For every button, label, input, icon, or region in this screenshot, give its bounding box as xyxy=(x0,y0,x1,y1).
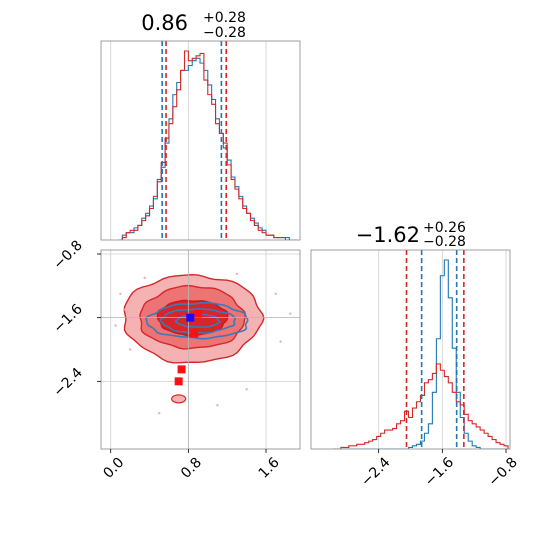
x-tick-label: 0.8 xyxy=(178,455,205,482)
x-tick-label: −2.4 xyxy=(358,454,393,489)
x-ticks-bottom-right: −2.4 −1.6 −0.8 xyxy=(358,449,521,490)
x-tick-label: 1.6 xyxy=(256,455,283,482)
y-tick-label: −0.8 xyxy=(50,237,85,272)
scatter-point xyxy=(245,388,248,391)
x-tick-label: −1.6 xyxy=(422,454,457,489)
hist-step-br-0 xyxy=(332,259,509,449)
hist-series-tl xyxy=(118,50,298,240)
x-tick-label: −0.8 xyxy=(486,454,521,489)
x-ticks-bottom-left: 0.0 0.8 1.6 xyxy=(100,449,283,482)
title-plus-br: +0.26 xyxy=(423,220,466,236)
red-square-marker xyxy=(194,309,203,318)
y-tick-label: −2.4 xyxy=(50,365,85,400)
axes-frame-bottom-left xyxy=(100,249,301,450)
contours-bl xyxy=(101,250,300,449)
x-tick-label: 0.0 xyxy=(100,455,127,482)
histogram-panel-bottom-right: −2.4 −1.6 −0.8 −1.62 +0.26 −0.28 xyxy=(310,220,521,490)
blue-contour-level xyxy=(174,313,221,328)
blue-contour-level xyxy=(159,307,237,334)
title-plus-tl: +0.28 xyxy=(203,10,246,26)
scatter-point xyxy=(128,348,132,351)
quantile-lines-tl xyxy=(161,41,228,240)
scatter-point xyxy=(119,292,122,295)
scatter-point xyxy=(274,292,277,295)
axes-frame-bottom-right xyxy=(310,249,511,450)
scatter-point xyxy=(235,272,239,276)
scatter-point xyxy=(289,312,292,315)
title-value-tl: 0.86 xyxy=(141,11,188,35)
hist-series-br xyxy=(332,259,509,449)
red-square-marker xyxy=(190,329,199,338)
scatter-point xyxy=(158,411,161,415)
scatter-point xyxy=(216,404,219,407)
red-square-marker xyxy=(177,365,186,374)
red-outlier-blob xyxy=(171,394,187,404)
scatter-point xyxy=(279,340,282,343)
scatter-point xyxy=(143,276,146,280)
histogram-panel-top-left: 0.86 +0.28 −0.28 xyxy=(100,10,301,241)
y-tick-label: −1.6 xyxy=(50,301,85,336)
blue-square-marker xyxy=(186,313,195,322)
grid-top-left xyxy=(110,41,267,240)
blue-contour-level xyxy=(145,301,249,340)
scatter-point xyxy=(124,308,127,311)
title-value-br: −1.62 xyxy=(356,223,420,247)
scatter-point xyxy=(114,324,117,327)
quantile-lines-br xyxy=(405,250,465,449)
y-ticks-bottom-left: −0.8 −1.6 −2.4 xyxy=(50,237,101,400)
title-minus-br: −0.28 xyxy=(423,234,466,250)
hist-step-br-1 xyxy=(332,363,509,449)
red-square-marker xyxy=(174,377,183,386)
axes-frame-top-left xyxy=(100,40,301,241)
title-minus-tl: −0.28 xyxy=(203,25,246,41)
panel-title-top-left: 0.86 xyxy=(141,11,188,35)
contour-panel-bottom-left: 0.0 0.8 1.6 −0.8 −1.6 −2.4 xyxy=(50,237,301,482)
grid-bottom-right xyxy=(378,250,507,449)
hist-step-tl-1 xyxy=(118,50,298,240)
